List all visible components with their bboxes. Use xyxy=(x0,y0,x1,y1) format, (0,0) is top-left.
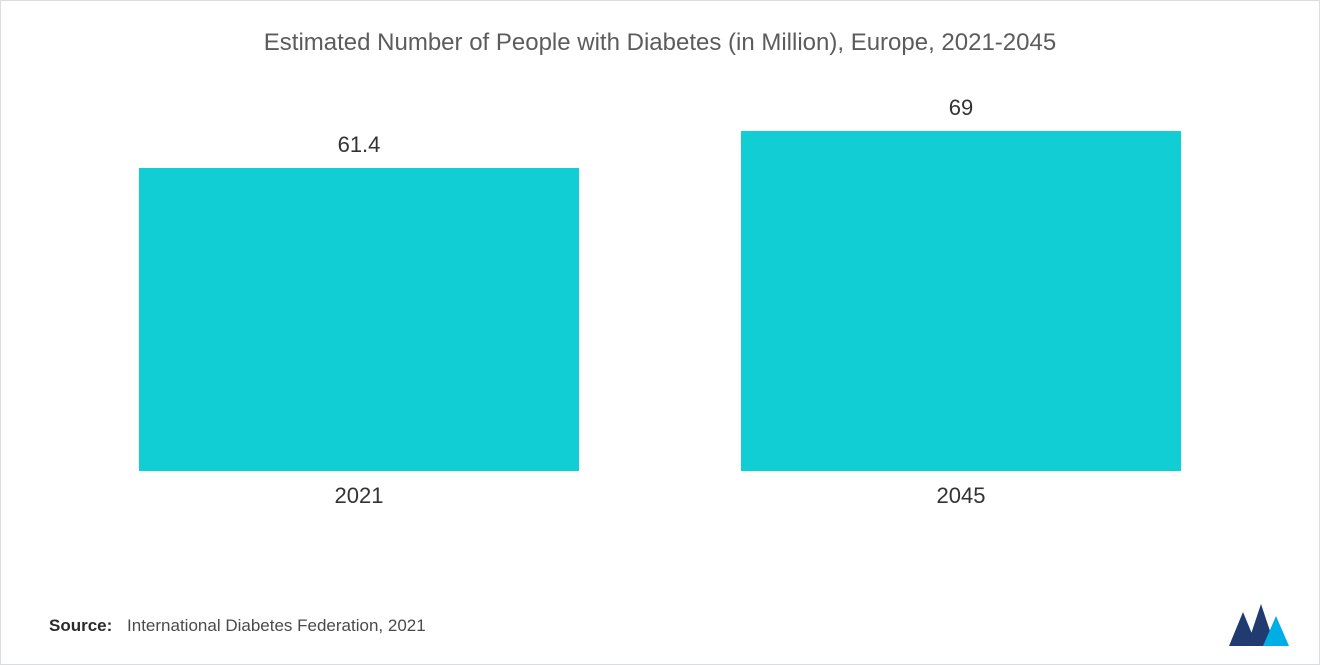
bar-category-label-2021: 2021 xyxy=(139,483,579,509)
chart-plot-area: 61.42021 692045 xyxy=(121,131,1199,471)
bar-value-label-2021: 61.4 xyxy=(139,132,579,158)
chart-title: Estimated Number of People with Diabetes… xyxy=(1,1,1319,57)
source-text: International Diabetes Federation, 2021 xyxy=(127,616,426,635)
source-label: Source: xyxy=(49,616,112,635)
source-line: Source: International Diabetes Federatio… xyxy=(49,616,426,636)
bar-2045 xyxy=(741,131,1181,471)
bar-group-2045: 692045 xyxy=(741,131,1181,471)
bar-value-label-2045: 69 xyxy=(741,95,1181,121)
mordor-logo-icon xyxy=(1229,604,1289,646)
bar-category-label-2045: 2045 xyxy=(741,483,1181,509)
bar-2021 xyxy=(139,168,579,471)
bar-group-2021: 61.42021 xyxy=(139,131,579,471)
